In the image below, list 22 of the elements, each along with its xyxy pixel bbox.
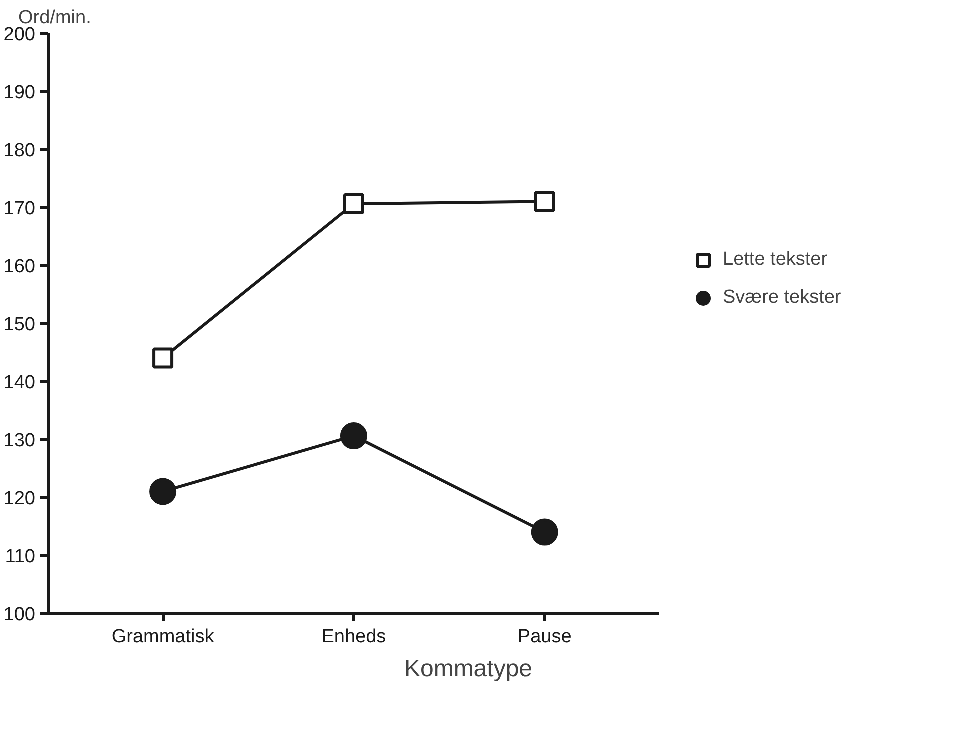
legend-label: Svære tekster [723, 287, 842, 309]
legend-label: Lette tekster [723, 249, 828, 271]
y-tick-label: 150 [4, 314, 36, 336]
y-tick-label: 180 [4, 140, 36, 162]
y-tick-label: 140 [4, 372, 36, 394]
point [152, 348, 174, 369]
point [534, 191, 556, 212]
y-tick-label: 190 [4, 82, 36, 104]
x-axis-title: Kommatype [404, 656, 533, 682]
point [150, 478, 177, 506]
x-tick-label: Pause [518, 626, 572, 648]
point [531, 518, 558, 546]
point [343, 194, 364, 215]
y-tick-label: 160 [4, 256, 36, 278]
y-tick-label: 110 [5, 546, 36, 568]
point [340, 422, 368, 450]
x-tick-label: Grammatisk [112, 626, 215, 648]
y-tick-label: 170 [4, 198, 36, 220]
y-tick-label: 130 [4, 430, 36, 452]
x-tick-label: Enheds [322, 626, 386, 648]
y-tick-label: 100 [4, 604, 36, 626]
y-tick-label: 120 [4, 488, 36, 510]
